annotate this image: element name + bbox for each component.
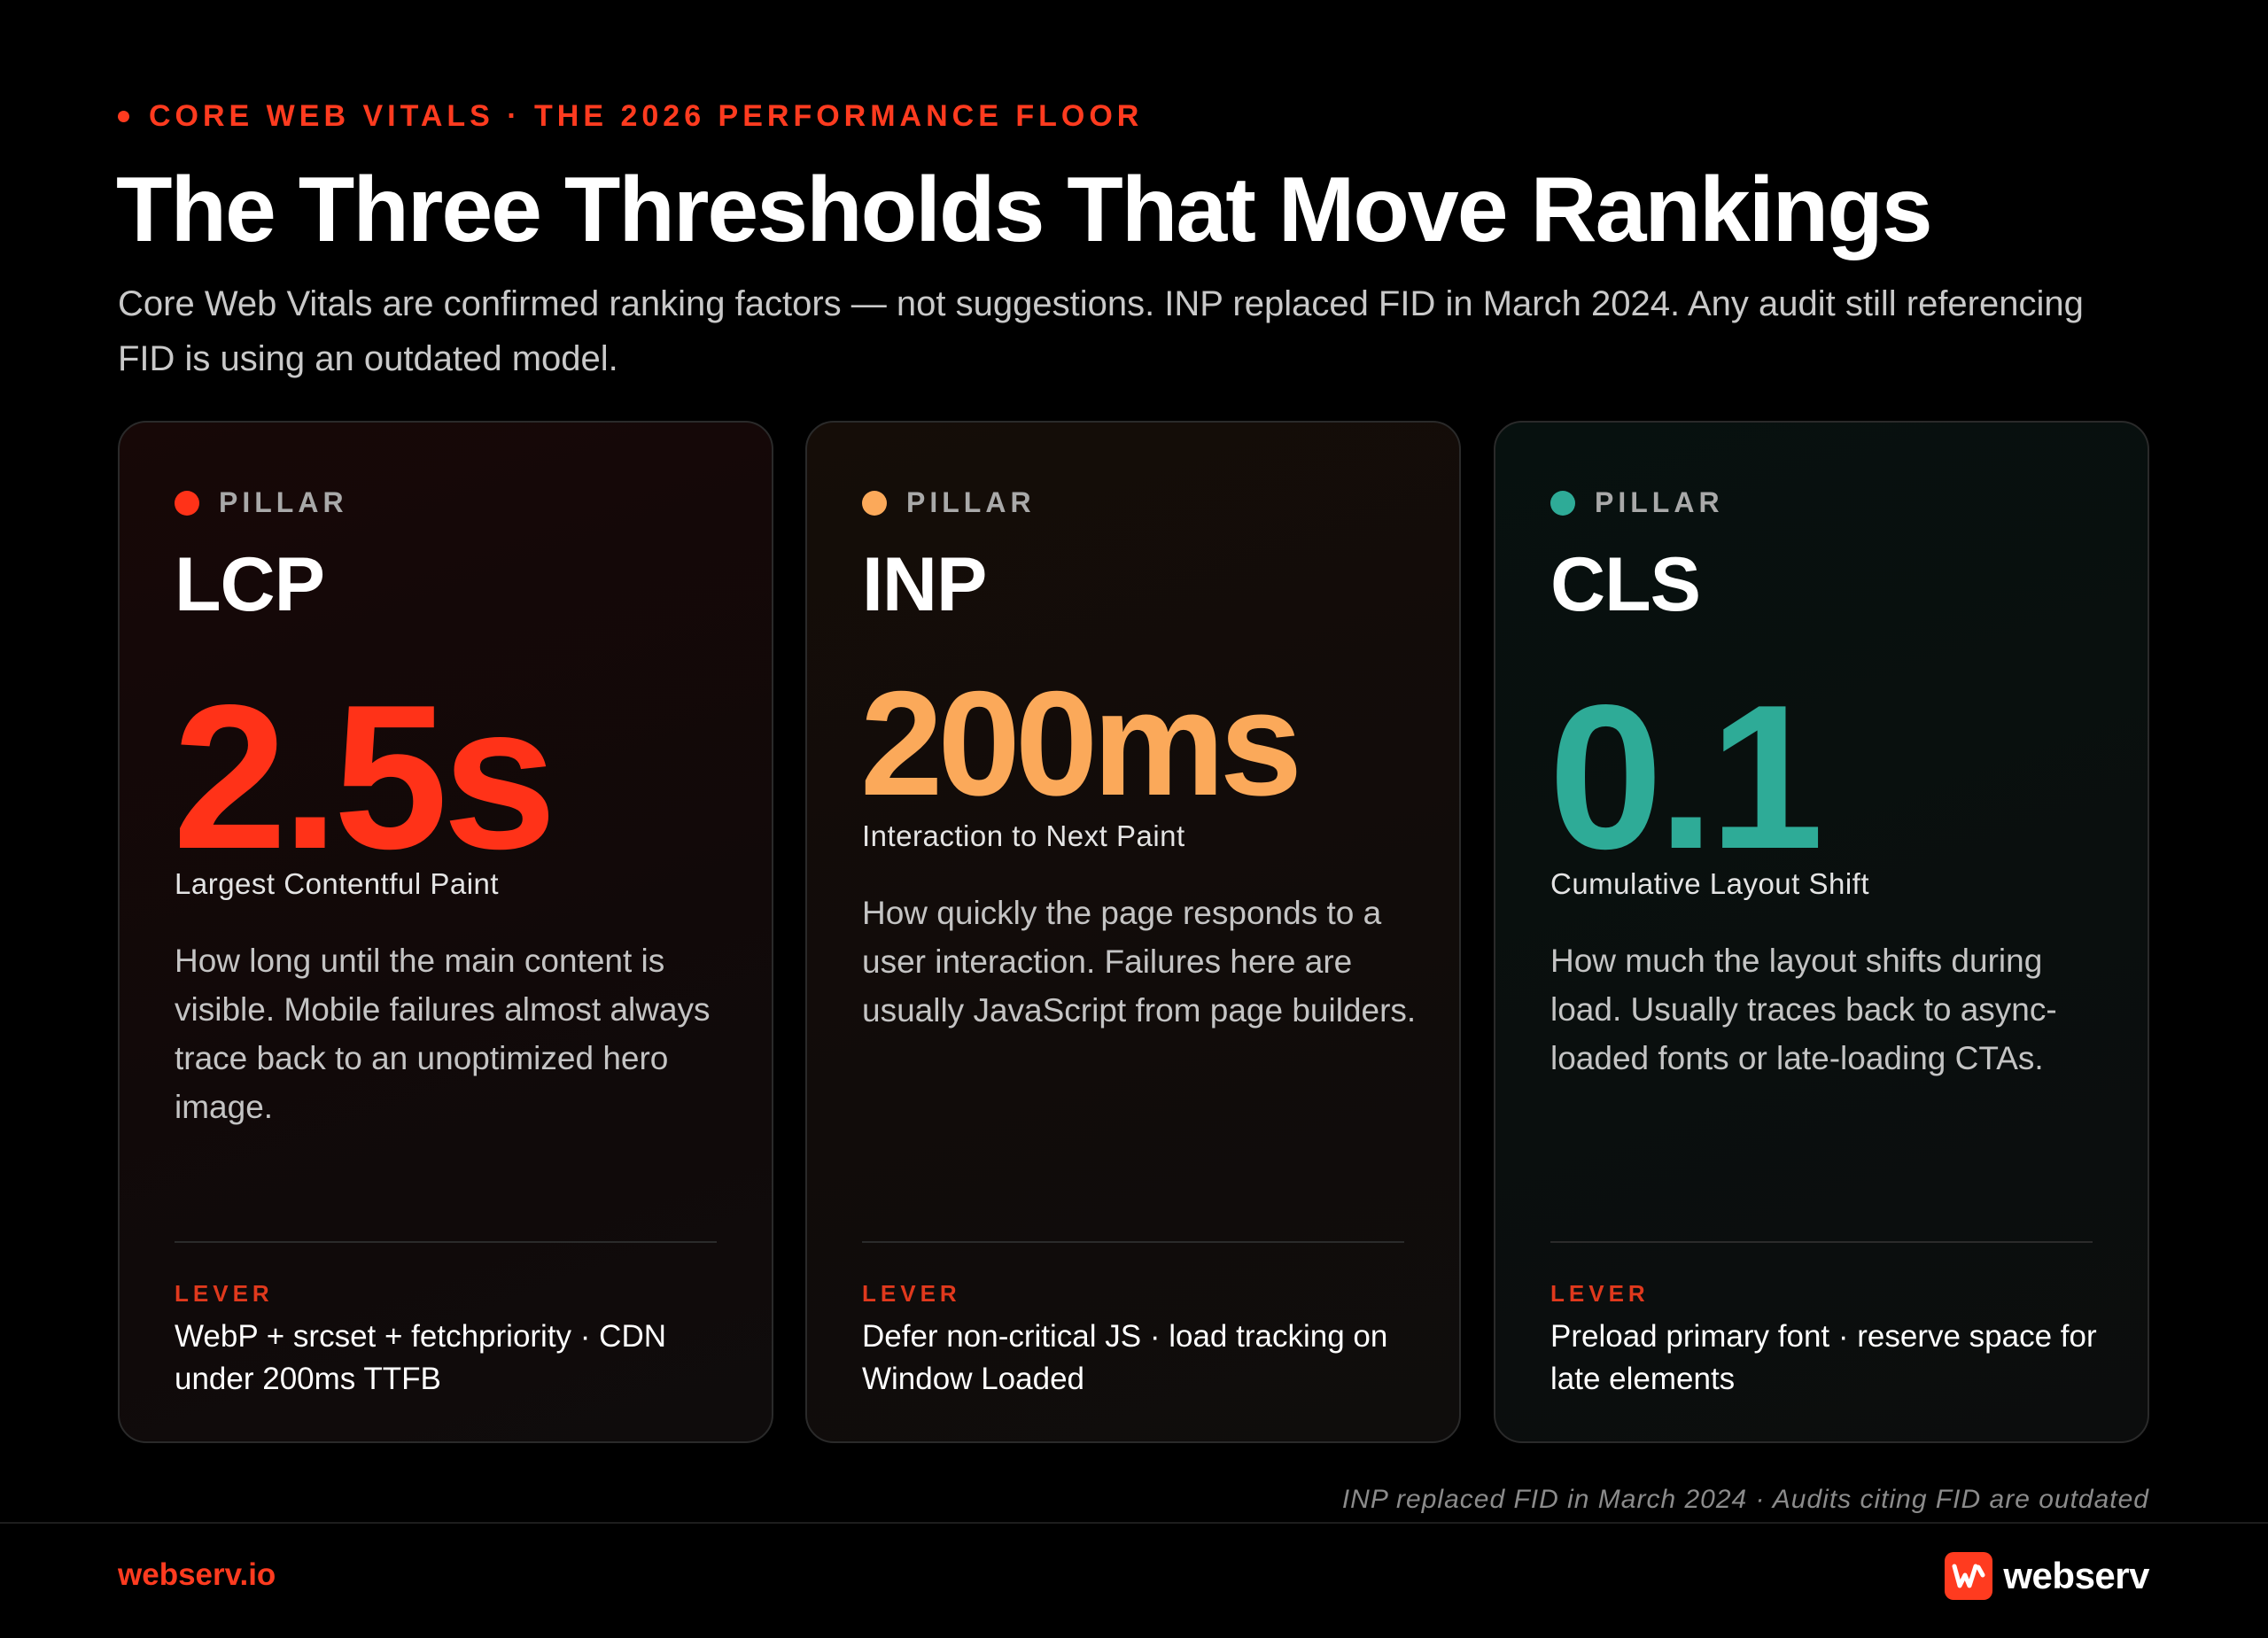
lever-label: LEVER: [862, 1280, 961, 1307]
metric-name: INP: [862, 542, 987, 627]
page-title: The Three Thresholds That Move Rankings: [116, 159, 1933, 261]
page-subtitle: Core Web Vitals are confirmed ranking fa…: [118, 284, 2084, 378]
card-cls: PILLAR CLS 0.1 Cumulative Layout Shift H…: [1494, 421, 2149, 1443]
brand-logo: webserv: [1945, 1552, 2149, 1600]
metric-full-name: Cumulative Layout Shift: [1550, 867, 1870, 900]
lever-text: Preload primary font · reserve space for…: [1550, 1319, 2097, 1396]
pillar-dot-icon: [862, 490, 887, 516]
pillar-row: PILLAR: [862, 486, 1036, 519]
brand-name: webserv: [2003, 1555, 2149, 1596]
webserv-logo-icon: [1945, 1552, 1993, 1600]
metric-full-name: Interaction to Next Paint: [862, 819, 1185, 852]
lever-label: LEVER: [1550, 1280, 1650, 1307]
metric-description: How long until the main content is visib…: [175, 943, 711, 1125]
footer-domain-link[interactable]: webserv.io: [118, 1557, 276, 1592]
metric-threshold: 2.5s: [173, 663, 557, 892]
card-divider: [1550, 1241, 2093, 1243]
metric-description: How quickly the page responds to a user …: [862, 895, 1417, 1029]
card-inp: PILLAR INP 200ms Interaction to Next Pai…: [805, 421, 1461, 1443]
pillar-label: PILLAR: [219, 486, 348, 518]
pillar-dot-icon: [175, 490, 199, 516]
pillar-dot-icon: [1550, 490, 1575, 516]
metric-description: How much the layout shifts during load. …: [1550, 943, 2057, 1076]
kicker-text: CORE WEB VITALS · THE 2026 PERFORMANCE F…: [149, 99, 1144, 133]
metric-threshold: 0.1: [1549, 663, 1824, 892]
card-divider: [175, 1241, 717, 1243]
metric-threshold: 200ms: [860, 660, 1302, 827]
card-divider: [862, 1241, 1404, 1243]
pillar-label: PILLAR: [906, 486, 1036, 518]
kicker-dot: [118, 111, 129, 122]
lever-text: WebP + srcset + fetchpriority · CDN unde…: [175, 1319, 666, 1396]
kicker: CORE WEB VITALS · THE 2026 PERFORMANCE F…: [118, 99, 1143, 134]
metric-name: LCP: [175, 542, 325, 627]
pillar-label: PILLAR: [1595, 486, 1724, 518]
card-lcp: PILLAR LCP 2.5s Largest Contentful Paint…: [118, 421, 773, 1443]
footer-divider: [0, 1522, 2268, 1524]
footnote: INP replaced FID in March 2024 · Audits …: [1341, 1485, 2149, 1514]
lever-label: LEVER: [175, 1280, 274, 1307]
lever-text: Defer non-critical JS · load tracking on…: [862, 1319, 1388, 1396]
pillar-row: PILLAR: [175, 486, 348, 519]
pillar-row: PILLAR: [1550, 486, 1724, 519]
metric-full-name: Largest Contentful Paint: [175, 867, 500, 900]
metric-name: CLS: [1550, 542, 1701, 627]
